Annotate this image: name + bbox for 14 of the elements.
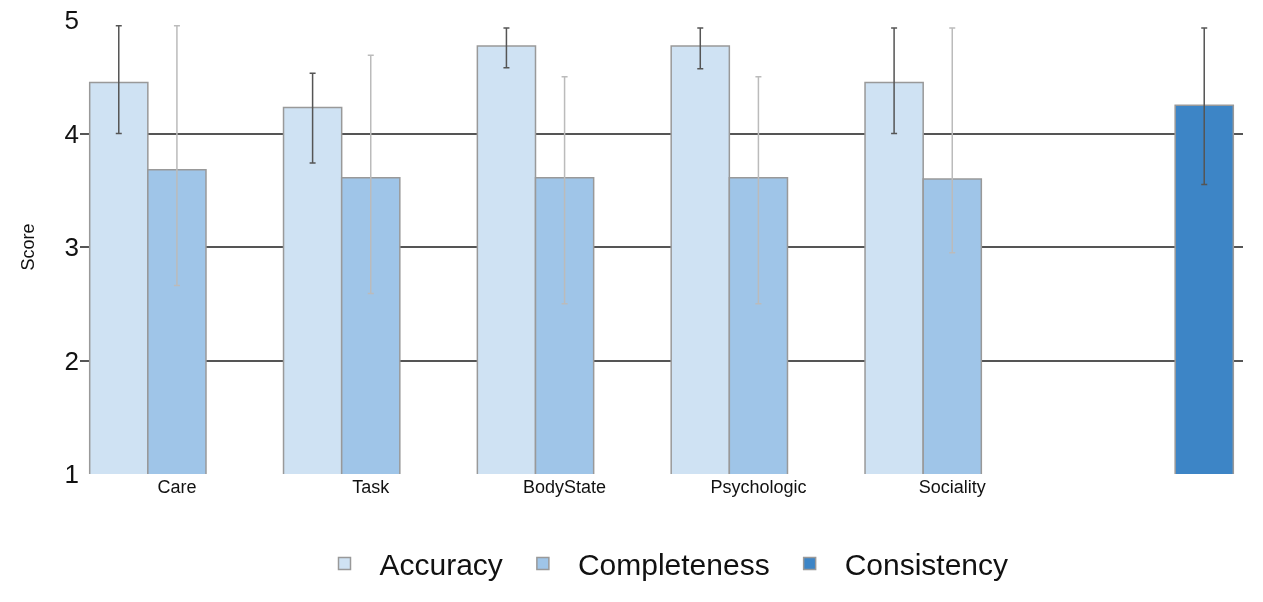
x-tick-label: Sociality [918,477,986,497]
legend-label: Consistency [844,548,1009,582]
y-tick-label: 4 [64,118,79,149]
y-tick-label: 1 [64,459,79,490]
y-axis-title: Score [18,223,38,271]
y-tick-label: 3 [64,232,79,263]
x-tick-label: Task [352,477,391,497]
y-tick-label: 2 [64,345,79,376]
legend-label: Completeness [577,548,770,582]
y-tick-label: 5 [64,5,79,36]
x-tick-label: Care [157,477,197,497]
x-tick-label: Psychologic [710,477,807,497]
x-tick-label: BodyState [523,477,607,497]
legend-label: Accuracy [379,548,503,582]
